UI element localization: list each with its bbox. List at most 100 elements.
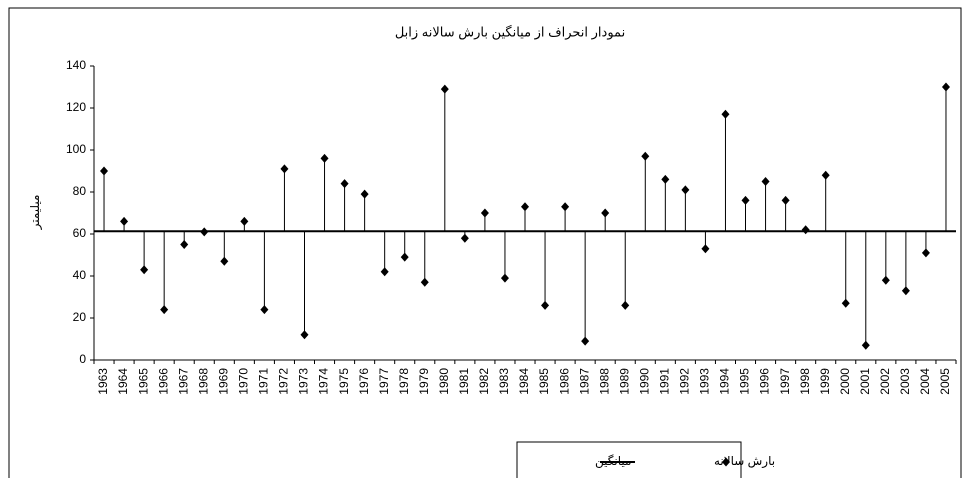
data-point (881, 275, 890, 285)
data-point (921, 248, 930, 258)
data-point (821, 170, 830, 180)
y-tick-label: 40 (73, 268, 87, 282)
data-point (601, 208, 610, 218)
data-point (681, 185, 690, 195)
data-point (581, 336, 590, 346)
x-tick-label: 1999 (818, 368, 832, 395)
x-tick-label: 1984 (517, 368, 531, 395)
x-tick-label: 2004 (918, 368, 932, 395)
x-tick-label: 2005 (938, 368, 952, 395)
x-tick-label: 1998 (798, 368, 812, 395)
x-tick-label: 1975 (337, 368, 351, 395)
data-point (280, 164, 289, 174)
x-tick-label: 1967 (176, 368, 190, 395)
data-point (541, 300, 550, 310)
data-point (400, 252, 409, 262)
x-tick-label: 1976 (357, 368, 371, 395)
legend-label: میانگین (595, 454, 631, 469)
data-point (180, 240, 189, 249)
data-point (861, 340, 870, 350)
x-tick-label: 1982 (477, 368, 491, 395)
data-point (260, 305, 269, 315)
x-tick-label: 1969 (216, 368, 230, 395)
x-tick-label: 1986 (557, 368, 571, 395)
x-tick-label: 1985 (537, 368, 551, 395)
data-point (140, 265, 149, 275)
data-point (561, 202, 570, 212)
x-tick-label: 1978 (397, 368, 411, 395)
data-point (781, 195, 790, 205)
data-point (901, 286, 910, 296)
data-point (220, 256, 229, 266)
x-tick-label: 2000 (838, 368, 852, 395)
data-point (440, 84, 449, 94)
x-tick-label: 1966 (156, 368, 170, 395)
x-tick-label: 1993 (698, 368, 712, 395)
x-tick-label: 1987 (577, 368, 591, 395)
x-tick-label: 1979 (417, 368, 431, 395)
y-axis-label: میلیمتر (28, 195, 43, 231)
data-point (300, 330, 309, 340)
x-tick-label: 2003 (898, 368, 912, 395)
x-tick-label: 2001 (858, 368, 872, 395)
x-tick-label: 1990 (637, 368, 651, 395)
data-point (160, 305, 169, 315)
x-tick-label: 1973 (297, 368, 311, 395)
data-point (120, 216, 129, 226)
x-tick-label: 1972 (277, 368, 291, 395)
data-point (641, 151, 650, 161)
x-tick-label: 1965 (136, 368, 150, 395)
x-tick-label: 1981 (457, 368, 471, 395)
x-tick-label: 1989 (617, 368, 631, 395)
x-tick-label: 1970 (237, 368, 251, 395)
x-tick-label: 2002 (878, 368, 892, 395)
data-point (380, 267, 389, 277)
data-point (240, 216, 249, 226)
data-point (320, 153, 329, 163)
x-tick-label: 1996 (758, 368, 772, 395)
data-point (701, 244, 710, 254)
data-point (721, 109, 730, 119)
data-point (621, 300, 630, 310)
data-point (500, 273, 509, 283)
x-tick-label: 1988 (597, 368, 611, 395)
chart-title: نمودار انحراف از میانگین بارش سالانه زاب… (395, 24, 625, 40)
x-tick-label: 1963 (96, 368, 110, 395)
x-tick-label: 1974 (317, 368, 331, 395)
x-tick-label: 1968 (196, 368, 210, 395)
x-tick-label: 1980 (437, 368, 451, 395)
x-tick-label: 1994 (718, 368, 732, 395)
data-point (941, 82, 950, 92)
data-point (360, 189, 369, 199)
data-point (761, 177, 770, 186)
y-tick-label: 60 (73, 226, 87, 240)
x-tick-label: 1995 (738, 368, 752, 395)
y-tick-label: 0 (79, 352, 86, 366)
x-tick-label: 1964 (116, 368, 130, 395)
x-tick-label: 1983 (497, 368, 511, 395)
data-point (480, 208, 489, 218)
x-tick-label: 1991 (657, 368, 671, 395)
data-point (722, 457, 730, 467)
data-point (420, 277, 429, 287)
x-tick-label: 1997 (778, 368, 792, 395)
y-tick-label: 140 (66, 58, 86, 72)
data-point (521, 202, 529, 212)
data-point (841, 298, 850, 308)
data-point (100, 166, 109, 176)
data-point (741, 195, 750, 205)
data-point (460, 233, 469, 243)
legend-label: بارش سالانه (714, 454, 775, 469)
x-tick-label: 1977 (377, 368, 391, 395)
chart-frame (8, 7, 962, 478)
data-point (661, 174, 670, 184)
legend-box (516, 441, 742, 478)
data-point (340, 179, 349, 189)
x-tick-label: 1992 (678, 368, 692, 395)
y-tick-label: 100 (66, 142, 86, 156)
x-tick-label: 1971 (257, 368, 271, 395)
y-tick-label: 80 (73, 184, 87, 198)
y-tick-label: 20 (73, 310, 87, 324)
y-tick-label: 120 (66, 100, 86, 114)
